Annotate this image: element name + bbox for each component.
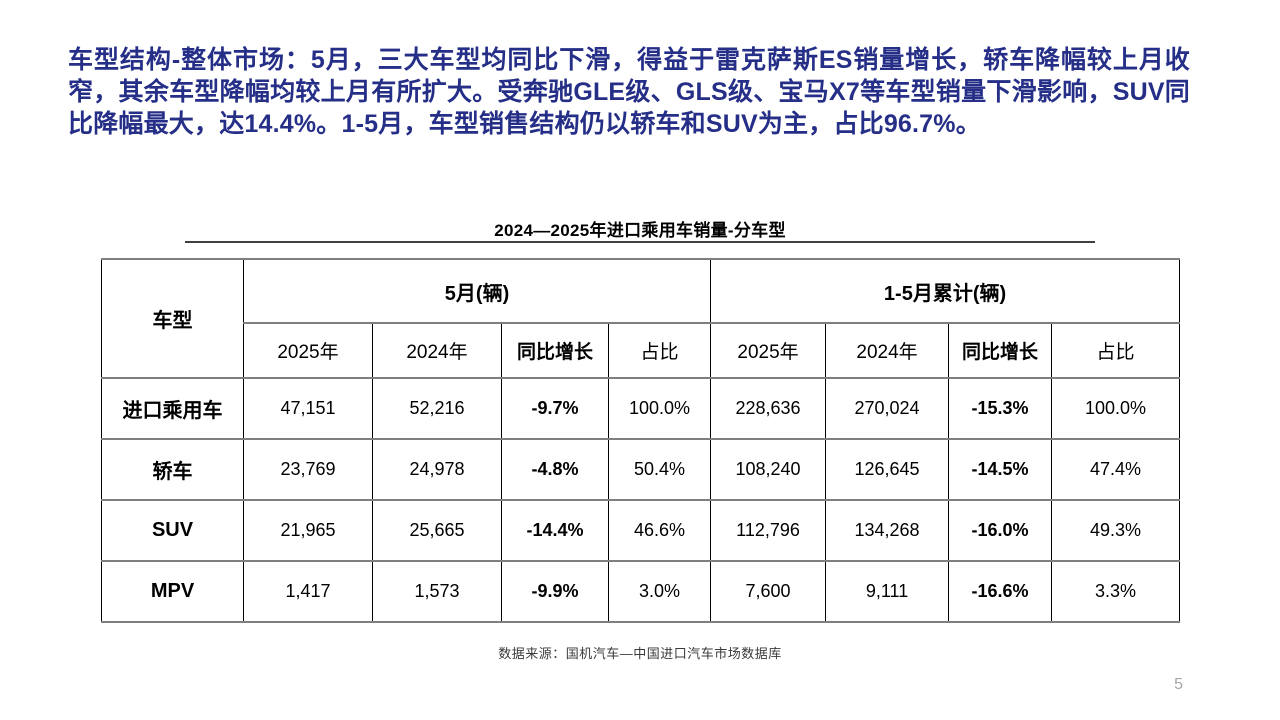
- col-header-cum-2024: 2024年: [825, 322, 950, 379]
- col-group-jan-may-cumulative: 1-5月累计(辆): [710, 258, 1181, 324]
- table-cell: 23,769: [243, 438, 373, 501]
- table-cell: 49.3%: [1051, 499, 1181, 562]
- table-row-suv: SUV 21,965 25,665 -14.4% 46.6% 112,796 1…: [101, 499, 1181, 562]
- col-header-cum-share: 占比: [1051, 322, 1181, 379]
- table-cell: 108,240: [710, 438, 827, 501]
- table-cell: 112,796: [710, 499, 827, 562]
- table-cell: 270,024: [825, 377, 950, 440]
- table-cell: 3.3%: [1051, 560, 1181, 623]
- table-title: 2024—2025年进口乘用车销量-分车型: [494, 221, 786, 240]
- table-cell: 21,965: [243, 499, 373, 562]
- table-cell: 3.0%: [607, 560, 712, 623]
- headline-text: 车型结构-整体市场：5月，三大车型均同比下滑，得益于雷克萨斯ES销量增长，轿车降…: [68, 46, 1190, 138]
- table-cell: 228,636: [710, 377, 827, 440]
- table-cell: 126,645: [825, 438, 950, 501]
- col-header-may-2025: 2025年: [243, 322, 373, 379]
- col-header-may-yoy: 同比增长: [501, 322, 609, 379]
- table-cell: -16.0%: [948, 499, 1053, 562]
- table-row-sedan: 轿车 23,769 24,978 -4.8% 50.4% 108,240 126…: [101, 438, 1181, 501]
- title-underline: [185, 241, 1095, 243]
- table-cell: -9.9%: [501, 560, 609, 623]
- table-row-mpv: MPV 1,417 1,573 -9.9% 3.0% 7,600 9,111 -…: [101, 560, 1181, 623]
- table-cell: 24,978: [372, 438, 502, 501]
- col-header-cum-yoy: 同比增长: [948, 322, 1053, 379]
- table-cell: 134,268: [825, 499, 950, 562]
- table-cell: 50.4%: [607, 438, 712, 501]
- col-header-vehicle-type: 车型: [101, 258, 244, 379]
- table-cell: 100.0%: [1051, 377, 1181, 440]
- table-cell: 47.4%: [1051, 438, 1181, 501]
- table-cell: -9.7%: [501, 377, 609, 440]
- sales-table: 车型 5月(辆) 1-5月累计(辆) 2025年 2024年 同比增长 占比 2…: [101, 258, 1181, 623]
- table-cell: 9,111: [825, 560, 950, 623]
- table-cell: -16.6%: [948, 560, 1053, 623]
- row-header: MPV: [101, 560, 244, 623]
- table-cell: 1,573: [372, 560, 502, 623]
- table-cell: -14.4%: [501, 499, 609, 562]
- table-cell: -14.5%: [948, 438, 1053, 501]
- col-header-cum-2025: 2025年: [710, 322, 827, 379]
- row-header: SUV: [101, 499, 244, 562]
- table-header-group-row: 车型 5月(辆) 1-5月累计(辆): [101, 258, 1181, 379]
- data-source-note: 数据来源：国机汽车—中国进口汽车市场数据库: [498, 646, 782, 661]
- col-header-may-share: 占比: [607, 322, 712, 379]
- table-cell: 25,665: [372, 499, 502, 562]
- table-cell: 7,600: [710, 560, 827, 623]
- row-header: 进口乘用车: [101, 377, 244, 440]
- table-cell: 46.6%: [607, 499, 712, 562]
- col-header-may-2024: 2024年: [372, 322, 502, 379]
- table-header-sub-row: 2025年 2024年 同比增长 占比 2025年 2024年 同比增长 占比: [102, 322, 1181, 379]
- table-row-imported-passenger-cars: 进口乘用车 47,151 52,216 -9.7% 100.0% 228,636…: [101, 377, 1181, 440]
- col-group-may: 5月(辆): [242, 258, 712, 324]
- table-cell: 52,216: [372, 377, 502, 440]
- table-cell: 1,417: [243, 560, 373, 623]
- table-cell: -15.3%: [948, 377, 1053, 440]
- table-cell: 47,151: [243, 377, 373, 440]
- row-header: 轿车: [101, 438, 244, 501]
- table-cell: 100.0%: [607, 377, 712, 440]
- table-cell: -4.8%: [501, 438, 609, 501]
- page-number: 5: [1174, 676, 1183, 693]
